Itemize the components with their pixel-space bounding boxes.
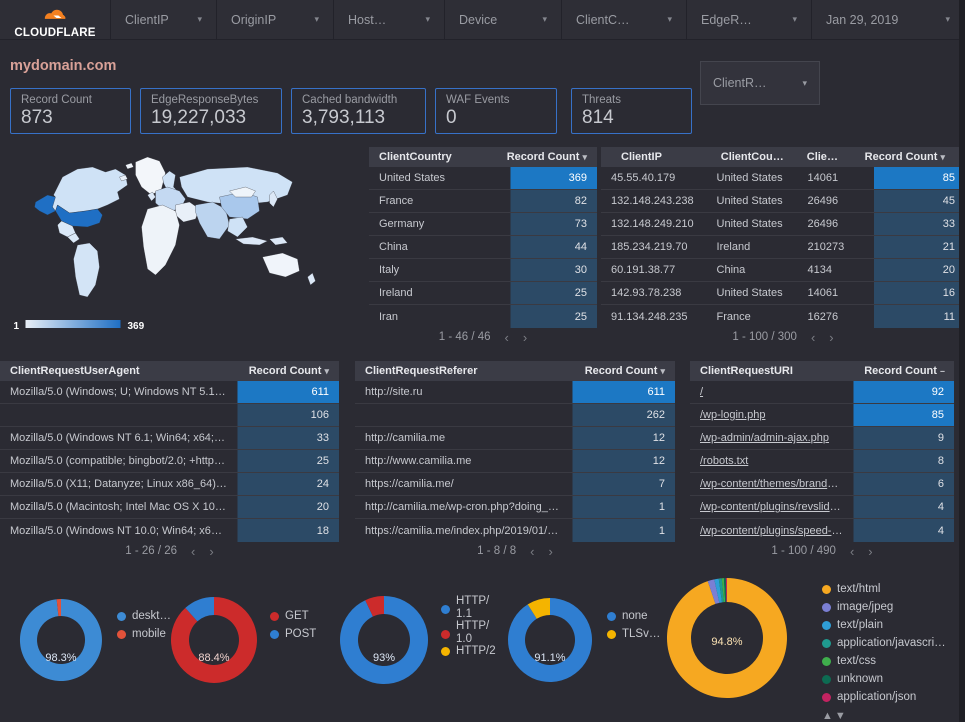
svg-text:98.3%: 98.3%: [45, 652, 76, 664]
svg-text:93%: 93%: [373, 652, 395, 664]
svg-text:91.1%: 91.1%: [534, 652, 565, 664]
svg-text:88.4%: 88.4%: [198, 652, 229, 664]
svg-text:94.8%: 94.8%: [711, 636, 742, 648]
svg-text:369: 369: [128, 321, 145, 332]
svg-text:1: 1: [14, 321, 20, 332]
